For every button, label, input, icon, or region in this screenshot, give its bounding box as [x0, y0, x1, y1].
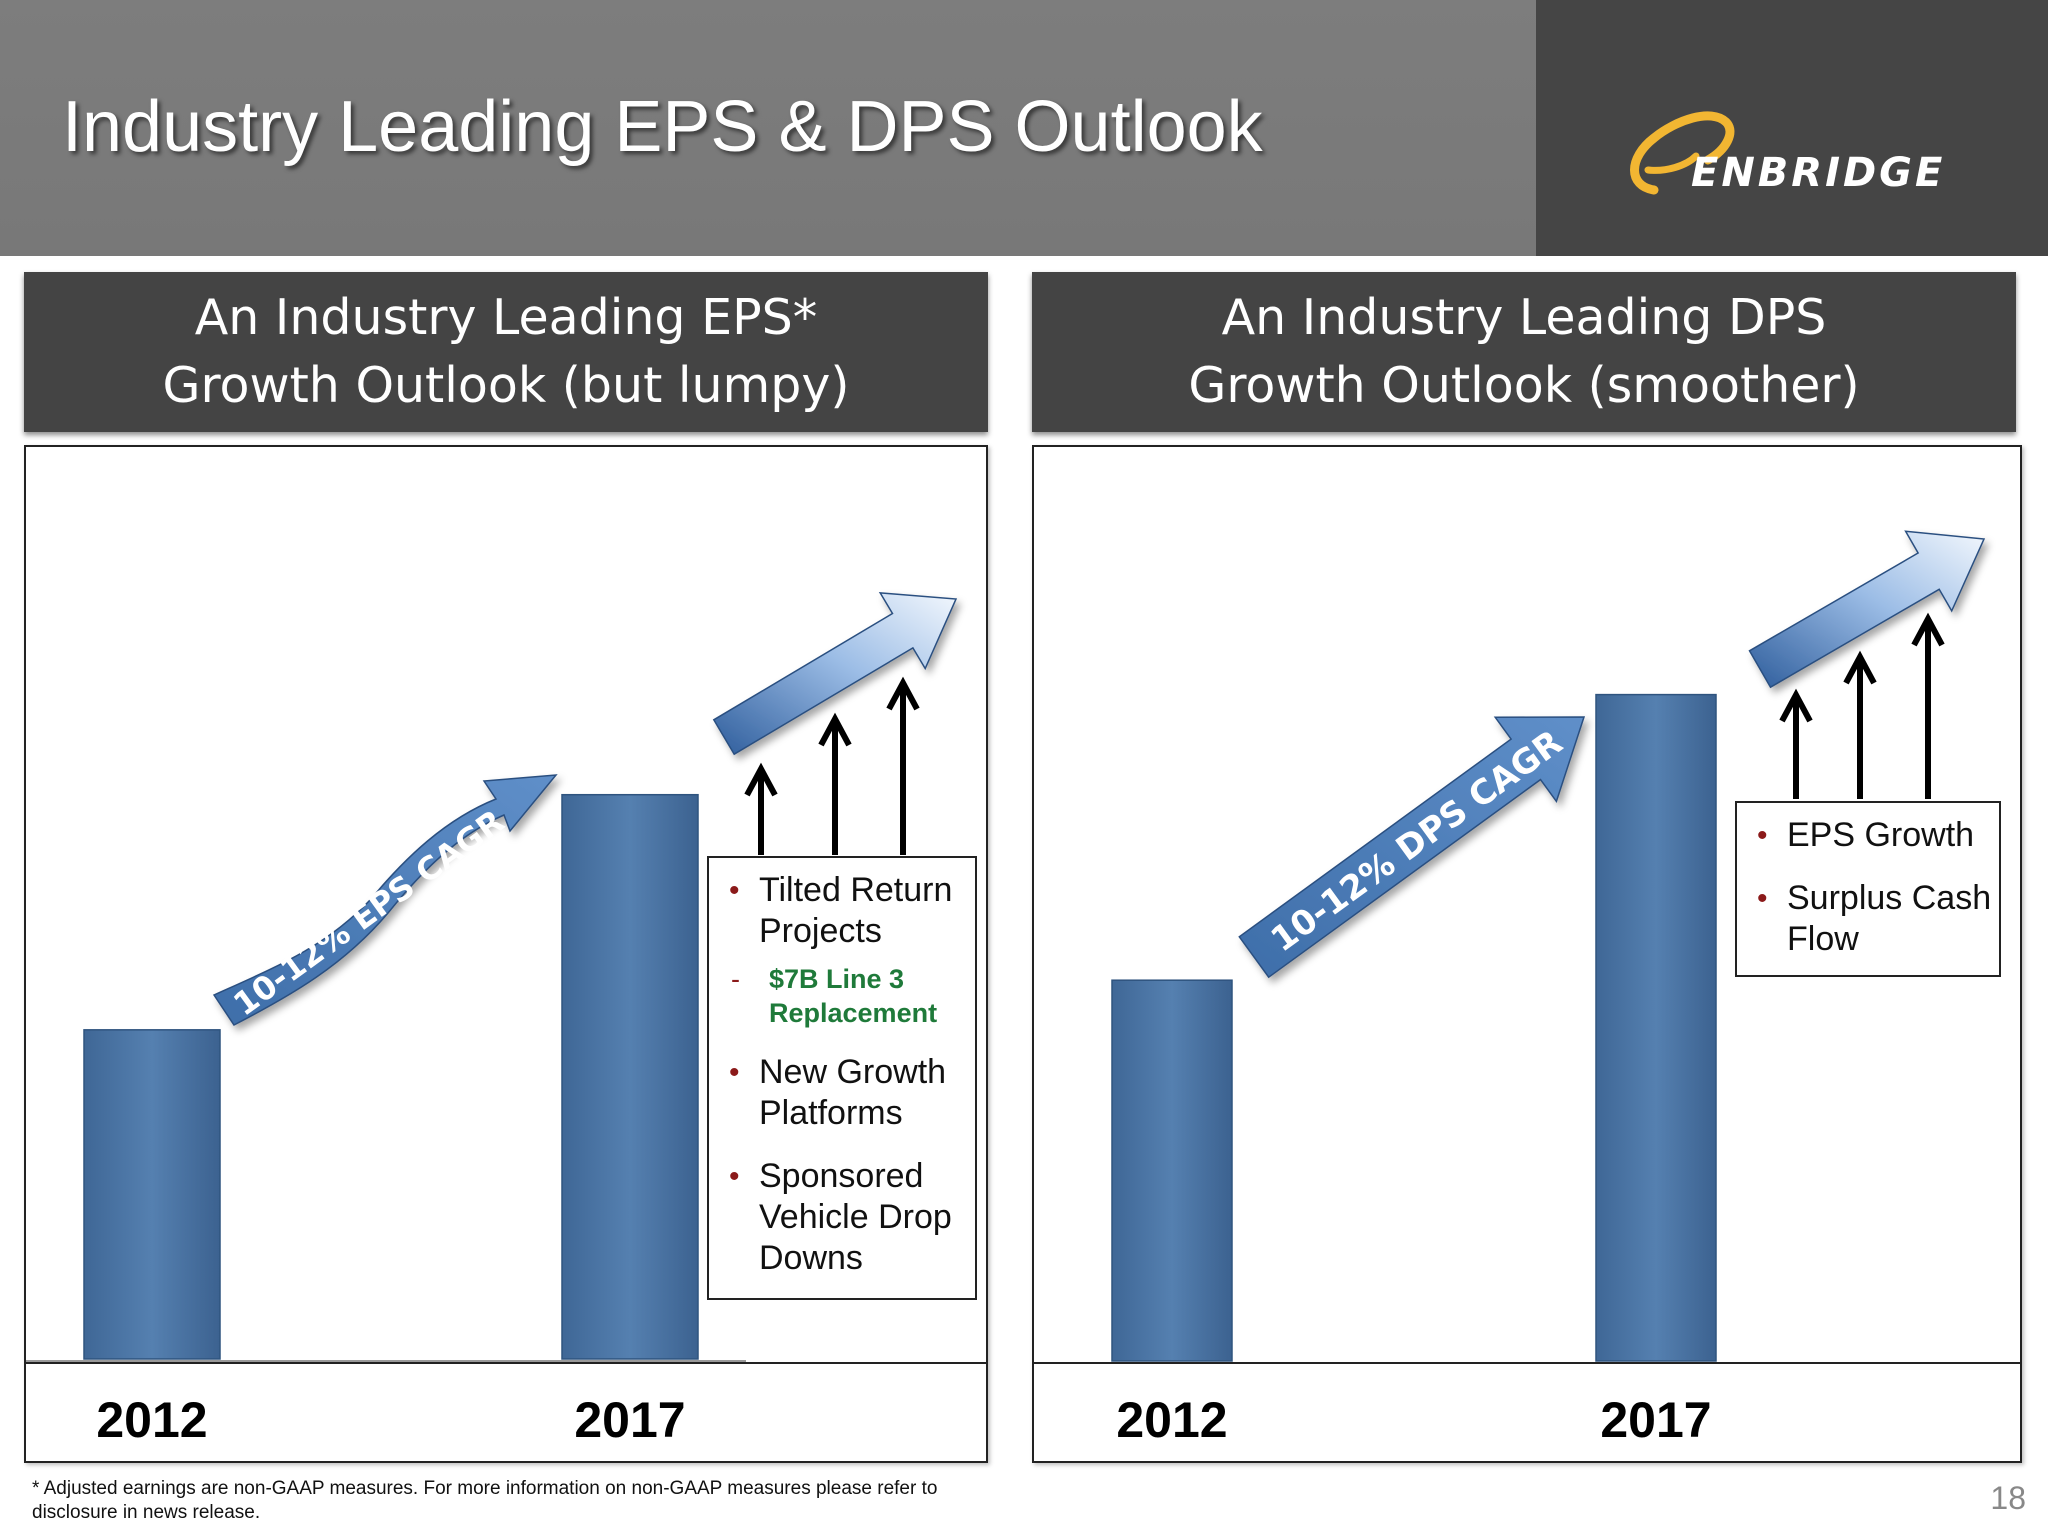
enbridge-logo-icon — [1630, 111, 1735, 195]
page-number: 18 — [1990, 1480, 2026, 1516]
eps-chart: 2012 2017 10-12% EPS CAGR — [26, 592, 986, 1448]
eps-up-arrow-3-head — [886, 676, 920, 711]
left-chart-panel: 2012 2017 10-12% EPS CAGR Tilted Return Pr… — [24, 445, 988, 1463]
right-panel-title-line1: An Industry Leading DPS — [1221, 289, 1827, 346]
x-tick-label-2012: 2012 — [96, 1392, 207, 1448]
eps-driver-3: Sponsored Vehicle Drop Downs — [709, 1156, 975, 1279]
eps-driver-1: Tilted Return Projects — [709, 870, 975, 952]
right-panel-title-line2: Growth Outlook (smoother) — [1188, 357, 1860, 414]
bar-2012 — [1111, 979, 1233, 1362]
eps-up-arrow-2-head — [818, 712, 852, 747]
left-panel-title-line1: An Industry Leading EPS* — [194, 289, 818, 346]
dps-up-arrow-3-head — [1911, 612, 1945, 647]
title-bar: Industry Leading EPS & DPS Outlook — [0, 0, 1536, 256]
dps-growth-arrow — [1748, 530, 1986, 689]
eps-driver-1-sub: $7B Line 3 Replacement — [709, 962, 975, 1030]
x-tick-label-2017: 2017 — [1600, 1392, 1711, 1448]
footnote: * Adjusted earnings are non-GAAP measure… — [32, 1478, 938, 1523]
dps-up-arrow-2-head — [1843, 650, 1877, 685]
bar-2012 — [83, 1029, 221, 1360]
bar-2017 — [1595, 693, 1717, 1362]
dps-driver-2: Surplus Cash Flow — [1737, 878, 1999, 960]
dps-cagr-arrow — [1238, 716, 1586, 979]
eps-growth-arrow — [712, 592, 958, 756]
eps-up-arrow-1-head — [744, 762, 778, 797]
dps-chart: 2012 2017 10-12% DPS CAGR — [1034, 530, 2020, 1448]
left-panel-title: An Industry Leading EPS* Growth Outlook … — [24, 272, 988, 432]
eps-cagr-arrow — [212, 774, 558, 1026]
dps-driver-1: EPS Growth — [1737, 815, 1999, 856]
dps-drivers-box: EPS Growth Surplus Cash Flow — [1735, 801, 2001, 977]
left-panel-title-line2: Growth Outlook (but lumpy) — [162, 357, 850, 414]
dps-up-arrow-1-head — [1779, 688, 1813, 723]
logo-area: ENBRIDGE — [1536, 0, 2048, 256]
slide-title: Industry Leading EPS & DPS Outlook — [62, 87, 1263, 167]
eps-driver-2: New Growth Platforms — [709, 1052, 975, 1134]
bar-2017 — [561, 793, 699, 1360]
right-panel-title: An Industry Leading DPS Growth Outlook (… — [1032, 272, 2016, 432]
logo-wordmark: ENBRIDGE — [1691, 150, 1946, 196]
x-tick-label-2012: 2012 — [1116, 1392, 1227, 1448]
dps-cagr-label: 10-12% DPS CAGR — [1264, 723, 1570, 961]
right-chart-panel: 2012 2017 10-12% DPS CAGR EPS Growth Surpl… — [1032, 445, 2022, 1463]
eps-drivers-box: Tilted Return Projects $7B Line 3 Replac… — [707, 856, 977, 1300]
eps-cagr-label: 10-12% EPS CAGR — [226, 802, 511, 1023]
x-tick-label-2017: 2017 — [574, 1392, 685, 1448]
